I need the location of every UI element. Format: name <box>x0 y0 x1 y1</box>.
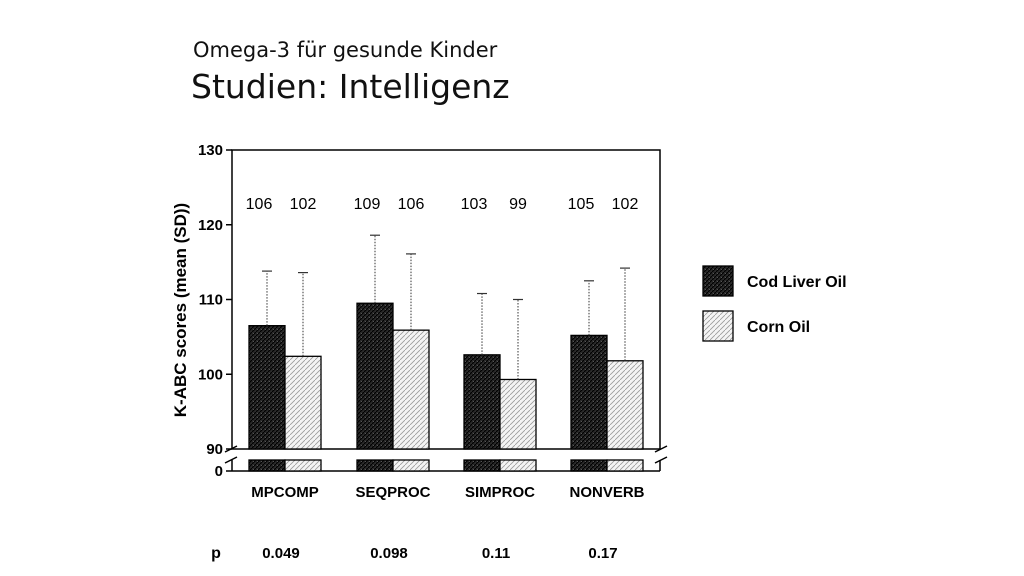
bar-stub <box>248 459 286 472</box>
value-label: 109 <box>354 196 381 213</box>
slide-title: Studien: Intelligenz <box>191 67 510 106</box>
axis-break-mark <box>654 456 668 464</box>
bar-stub <box>463 459 501 472</box>
x-category-label: SEQPROC <box>355 484 430 501</box>
legend-swatch <box>702 265 734 297</box>
bar-cod-liver-oil <box>356 302 394 450</box>
y-tick-label: 130 <box>198 142 223 159</box>
y-axis-label: K-ABC scores (mean (SD)) <box>171 203 190 417</box>
bar-stub <box>392 459 430 472</box>
y-tick-label: 120 <box>198 217 223 234</box>
value-label: 105 <box>568 196 595 213</box>
y-tick-label: 100 <box>198 366 223 383</box>
value-label: 99 <box>509 196 527 213</box>
legend-label: Corn Oil <box>747 319 810 336</box>
bar-corn-oil <box>392 329 430 450</box>
bar-corn-oil <box>606 360 644 450</box>
bar-cod-liver-oil <box>248 325 286 450</box>
value-label: 106 <box>398 196 425 213</box>
axis-break-mark <box>224 456 238 464</box>
legend-swatch <box>702 310 734 342</box>
p-value: 0.11 <box>482 545 510 562</box>
bar-cod-liver-oil <box>570 334 608 450</box>
bar-corn-oil <box>284 355 322 450</box>
slide-subtitle: Omega-3 für gesunde Kinder <box>193 38 498 62</box>
bar-corn-oil <box>499 378 537 450</box>
bar-stub <box>499 459 537 472</box>
value-label: 102 <box>290 196 317 213</box>
bar-cod-liver-oil <box>463 354 501 450</box>
axis-break-mark <box>654 445 668 453</box>
y-tick-label: 90 <box>206 441 223 458</box>
y-tick-label-zero: 0 <box>215 463 223 480</box>
bar-stub <box>284 459 322 472</box>
p-label: p <box>211 545 221 562</box>
x-category-label: MPCOMP <box>251 484 319 501</box>
value-label: 102 <box>612 196 639 213</box>
bar-stub <box>356 459 394 472</box>
p-value: 0.049 <box>262 545 300 562</box>
p-value: 0.17 <box>588 545 617 562</box>
bar-stub <box>570 459 608 472</box>
x-category-label: NONVERB <box>569 484 644 501</box>
bar-stub <box>606 459 644 472</box>
x-category-label: SIMPROC <box>465 484 535 501</box>
value-label: 103 <box>461 196 488 213</box>
legend-label: Cod Liver Oil <box>747 274 847 291</box>
y-tick-label: 110 <box>199 292 223 309</box>
value-label: 106 <box>246 196 273 213</box>
p-value: 0.098 <box>370 545 408 562</box>
